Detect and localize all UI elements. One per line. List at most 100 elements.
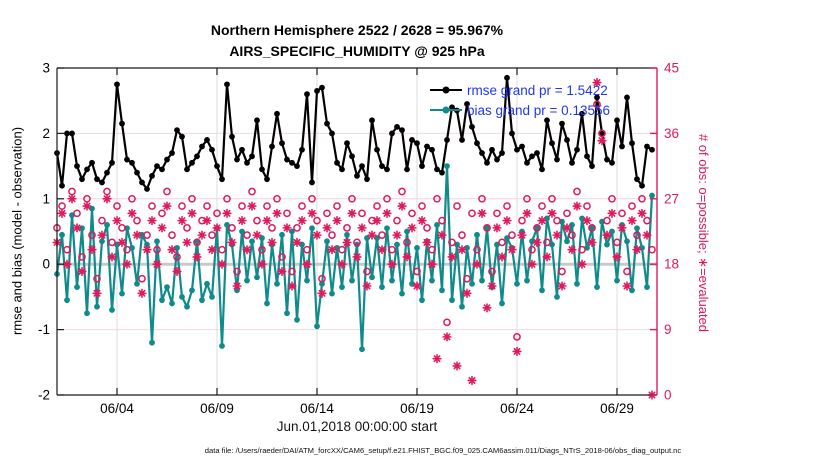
rmse-marker [649,146,655,153]
rmse-marker [329,130,335,137]
rmse-marker [239,146,245,153]
rmse-marker [524,159,530,166]
evaluated-marker [628,217,636,225]
rmse-marker [104,169,110,176]
bias-marker [604,241,610,248]
bias-marker [274,280,280,287]
evaluated-marker [488,282,496,290]
evaluated-marker [88,246,96,254]
evaluated-marker [598,137,606,145]
bias-marker [514,280,520,287]
possible-marker [423,224,431,232]
bias-marker [189,287,195,294]
bias-marker [449,297,455,304]
rmse-marker [314,87,320,94]
evaluated-marker [558,282,566,290]
bias-marker [589,225,595,232]
left-tick-label: 0 [42,257,50,272]
rmse-marker [234,156,240,163]
possible-marker [528,245,536,254]
bias-marker [414,244,420,251]
bias-marker [204,280,210,287]
rmse-marker [629,140,635,147]
evaluated-marker [253,231,261,239]
rmse-marker [244,159,250,166]
evaluated-marker [508,246,516,254]
possible-marker [648,245,656,254]
possible-marker [353,238,361,247]
rmse-marker [99,179,105,186]
bias-marker [524,277,530,284]
bias-marker [329,290,335,297]
rmse-marker [254,117,260,124]
bias-marker [539,287,545,294]
evaluated-marker [603,231,611,239]
rmse-marker [554,156,560,163]
bias-marker [384,225,390,232]
rmse-marker [619,143,625,150]
possible-marker [568,231,576,239]
evaluated-marker [438,231,446,239]
evaluated-marker [623,282,631,290]
possible-marker [73,209,81,218]
evaluated-marker [398,202,406,210]
evaluated-marker [553,231,561,239]
possible-marker [638,194,646,203]
rmse-marker [189,159,195,166]
evaluated-marker [448,253,456,261]
bias-marker [369,274,375,281]
rmse-marker [434,166,440,173]
possible-marker [158,209,166,218]
possible-marker [98,216,106,225]
possible-marker [378,231,386,239]
possible-marker [193,238,201,247]
bias-marker [474,231,480,238]
bias-marker [134,280,140,287]
evaluated-marker [263,217,271,225]
possible-marker [343,224,351,232]
bias-legend-marker [442,106,450,114]
bias-marker [614,277,620,284]
bias-marker [59,231,65,238]
evaluated-marker [238,217,246,225]
bias-marker [629,287,635,294]
possible-marker [463,274,471,283]
rmse-marker [64,130,70,137]
possible-marker [188,194,196,203]
bias-marker [564,238,570,245]
rmse-marker [74,163,80,170]
evaluated-marker [248,202,256,210]
bias-marker [244,277,250,284]
bias-marker [484,225,490,232]
bias-marker [169,300,175,307]
evaluated-marker [353,253,361,261]
x-tick-label: 06/24 [500,401,534,416]
bias-marker [434,222,440,228]
possible-marker [318,274,326,283]
evaluated-marker [483,304,491,312]
bias-marker [349,277,355,284]
rmse-marker [419,163,425,170]
rmse-marker [304,91,310,98]
possible-marker [443,318,451,327]
rmse-marker [564,137,570,143]
evaluated-marker [228,238,236,246]
rmse-marker [469,123,475,130]
evaluated-marker [328,246,336,254]
evaluated-marker [203,217,211,225]
right-tick-label: 0 [664,388,672,403]
possible-marker [223,194,231,203]
evaluated-marker [218,260,226,268]
evaluated-marker [98,231,106,239]
evaluated-marker [78,267,86,275]
evaluated-marker [473,260,481,268]
evaluated-marker [403,253,411,261]
possible-marker [268,224,276,232]
rmse-marker [199,143,205,150]
rmse-marker [209,146,215,153]
bias-marker [119,290,125,297]
bias-marker [389,277,395,284]
bias-marker [359,346,365,353]
evaluated-marker [288,282,296,290]
possible-marker [228,224,236,232]
